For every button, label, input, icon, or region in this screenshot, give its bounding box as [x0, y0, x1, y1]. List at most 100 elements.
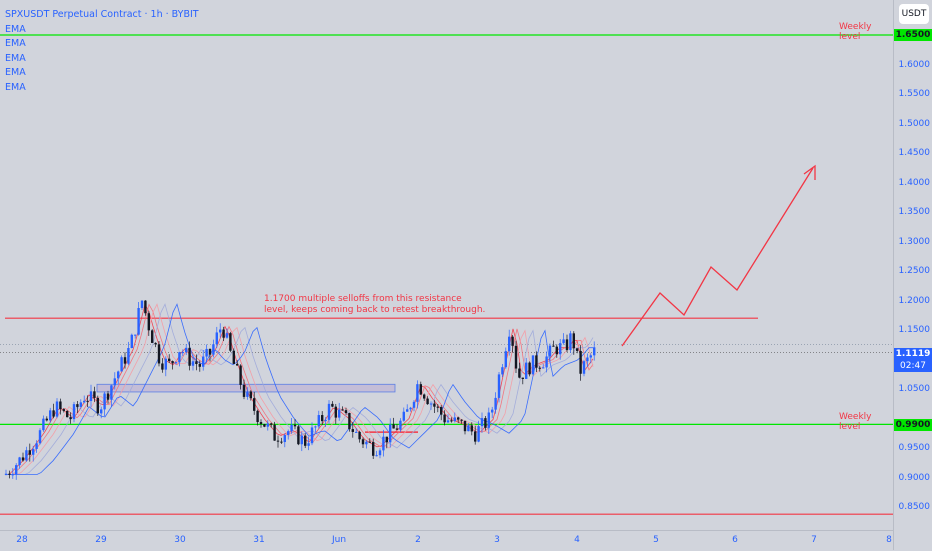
candle-body — [123, 357, 127, 364]
candle-body — [259, 422, 263, 425]
candle-body — [314, 426, 317, 428]
price-tick: 1.5000 — [898, 119, 931, 129]
price-tick: 1.2500 — [898, 266, 931, 276]
candle-body — [45, 418, 48, 421]
candle-body — [89, 391, 93, 402]
time-tick: 8 — [886, 535, 892, 545]
candle-body — [446, 420, 450, 423]
ema-indicator-4[interactable]: EMA — [5, 67, 26, 78]
ema-indicator-5[interactable]: EMA — [5, 81, 26, 93]
price-axis[interactable]: USDT 1.6000 1.5500 1.5000 1.4500 1.4000 … — [893, 0, 932, 550]
candle-body — [538, 367, 541, 369]
candle-body — [331, 403, 334, 407]
candle-body — [15, 465, 18, 475]
candle-body — [406, 409, 409, 412]
candle-body — [198, 364, 201, 367]
candle-body — [450, 420, 453, 422]
candle-body — [181, 352, 184, 354]
candle-body — [219, 329, 222, 333]
ema-indicator-1[interactable]: EMA — [5, 23, 26, 35]
candle-body — [412, 401, 416, 408]
ema-indicator-2[interactable]: EMA — [5, 38, 26, 49]
candle-body — [433, 403, 436, 407]
candle-body — [293, 424, 297, 427]
candle-body — [174, 362, 178, 364]
candle-body — [501, 367, 504, 375]
candle-body — [399, 420, 402, 430]
price-tick: 1.6000 — [898, 60, 931, 70]
candle-body — [72, 404, 76, 420]
candle-body — [436, 406, 439, 408]
candle-body — [66, 410, 69, 418]
candle-body — [76, 404, 79, 407]
candle-body — [480, 418, 484, 427]
candle-body — [157, 344, 161, 364]
candle-body — [137, 308, 140, 335]
candle-body — [263, 424, 266, 427]
projection-path — [621, 167, 814, 347]
candle-body — [535, 355, 538, 368]
candle-body — [358, 431, 361, 440]
price-tick: 1.3000 — [898, 237, 931, 247]
candle-body — [372, 442, 375, 456]
candle-body — [324, 419, 327, 422]
candle-body — [103, 393, 106, 410]
currency-button[interactable]: USDT — [899, 4, 929, 24]
candle-body — [419, 384, 422, 395]
candle-body — [307, 443, 310, 446]
candle-body — [344, 410, 348, 414]
candle-body — [4, 473, 8, 475]
candle-body — [348, 413, 351, 430]
weekly-level-label-bottom: Weekly level — [839, 412, 872, 432]
candle-body — [521, 377, 524, 379]
ema-indicator-3[interactable]: EMA — [5, 52, 26, 64]
candle-body — [426, 398, 429, 405]
candle-body — [222, 329, 225, 338]
symbol-title[interactable]: SPXUSDT Perpetual Contract · 1h · BYBIT — [5, 9, 199, 20]
candle-body — [569, 333, 572, 351]
candle-body — [361, 439, 365, 445]
candle-body — [266, 423, 269, 427]
candle-body — [375, 455, 378, 457]
candle-body — [463, 420, 467, 432]
candle-body — [229, 333, 232, 351]
candle-body — [409, 407, 412, 410]
time-tick: 2 — [415, 535, 421, 545]
time-tick: 4 — [574, 535, 580, 545]
candle-body — [368, 441, 371, 443]
time-tick: Jun — [331, 535, 347, 545]
time-axis[interactable]: 28 29 30 31 Jun 2 3 4 5 6 7 8 — [0, 530, 893, 551]
candle-body — [83, 400, 86, 403]
price-tick: 1.3500 — [898, 207, 931, 217]
resistance-note-line2: level, keeps coming back to retest break… — [264, 305, 486, 315]
candle-body — [283, 435, 286, 443]
candle-body — [100, 409, 103, 414]
time-tick: 5 — [653, 535, 659, 545]
time-tick: 29 — [95, 535, 107, 545]
candle-body — [508, 336, 511, 352]
weekly-level-label-top: Weekly level — [839, 22, 872, 42]
candle-body — [164, 358, 167, 370]
candle-body — [528, 362, 531, 375]
chart-area[interactable]: SPXUSDT Perpetual Contract · 1h · BYBIT … — [0, 0, 893, 530]
candle-body — [270, 423, 273, 425]
candle-body — [225, 333, 229, 338]
candle-body — [484, 418, 487, 428]
candle-body — [52, 410, 55, 417]
price-tick: 1.0500 — [898, 384, 931, 394]
candle-body — [297, 426, 300, 445]
candle-body — [576, 348, 579, 351]
time-tick: 28 — [16, 535, 28, 545]
candle-body — [239, 365, 242, 385]
candle-body — [171, 361, 174, 364]
candle-body — [202, 356, 205, 367]
candle-body — [246, 391, 249, 397]
candle-body — [178, 352, 181, 363]
candle-body — [55, 401, 59, 417]
candle-body — [525, 362, 528, 379]
candle-body — [25, 450, 28, 461]
price-chart[interactable] — [0, 0, 893, 530]
candle-body — [477, 426, 480, 442]
candle-body — [542, 367, 545, 369]
candle-body — [548, 345, 552, 357]
